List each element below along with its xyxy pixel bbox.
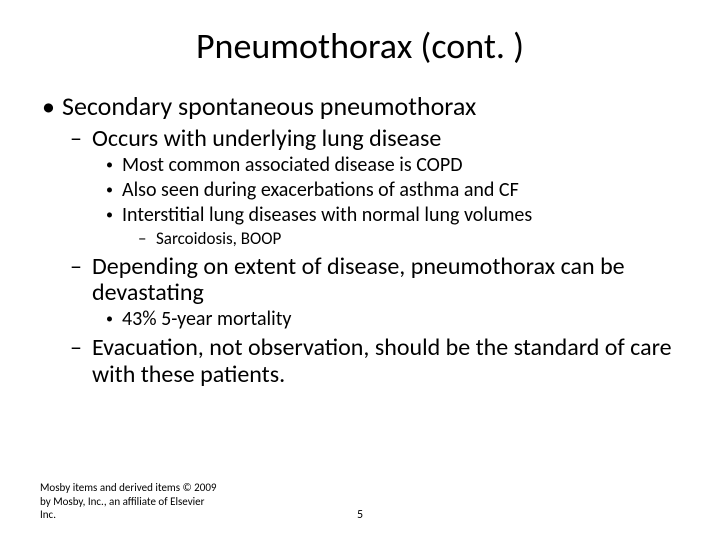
bullet-l1: Secondary spontaneous pneumothorax Occur… — [40, 92, 680, 388]
footer: Mosby items and derived items © 2009 by … — [40, 481, 680, 522]
slide-title: Pneumothorax (cont. ) — [40, 24, 680, 68]
bullet-l2c-text: Evacuation, not observation, should be t… — [92, 333, 672, 388]
bullet-l3b-text: Also seen during exacerbations of asthma… — [122, 178, 519, 202]
bullet-l4a-text: Sarcoidosis, BOOP — [156, 228, 281, 249]
bullet-l2b-text: Depending on extent of disease, pneumoth… — [92, 252, 625, 307]
bullet-list-l4: Sarcoidosis, BOOP — [138, 229, 680, 249]
bullet-l2: Evacuation, not observation, should be t… — [70, 335, 680, 388]
bullet-l2a-text: Occurs with underlying lung disease — [92, 124, 441, 153]
slide: Pneumothorax (cont. ) Secondary spontane… — [0, 0, 720, 540]
bullet-l3: 43% 5-year mortality — [104, 308, 680, 331]
bullet-l4: Sarcoidosis, BOOP — [138, 229, 680, 249]
bullet-list-l2: Occurs with underlying lung disease Most… — [70, 126, 680, 388]
bullet-list: Secondary spontaneous pneumothorax Occur… — [40, 92, 680, 388]
bullet-list-l3: Most common associated disease is COPD A… — [104, 154, 680, 249]
bullet-l3c-text: Interstitial lung diseases with normal l… — [122, 203, 532, 227]
page-number: 5 — [357, 508, 363, 522]
bullet-l1-text: Secondary spontaneous pneumothorax — [62, 90, 476, 122]
bullet-l3d-text: 43% 5-year mortality — [122, 307, 291, 331]
bullet-l2: Depending on extent of disease, pneumoth… — [70, 254, 680, 332]
bullet-list-l3: 43% 5-year mortality — [104, 308, 680, 331]
bullet-l3a-text: Most common associated disease is COPD — [122, 153, 463, 177]
bullet-l2: Occurs with underlying lung disease Most… — [70, 126, 680, 250]
copyright-text: Mosby items and derived items © 2009 by … — [40, 481, 220, 522]
bullet-l3: Most common associated disease is COPD — [104, 154, 680, 177]
bullet-l3: Interstitial lung diseases with normal l… — [104, 204, 680, 249]
bullet-l3: Also seen during exacerbations of asthma… — [104, 179, 680, 202]
